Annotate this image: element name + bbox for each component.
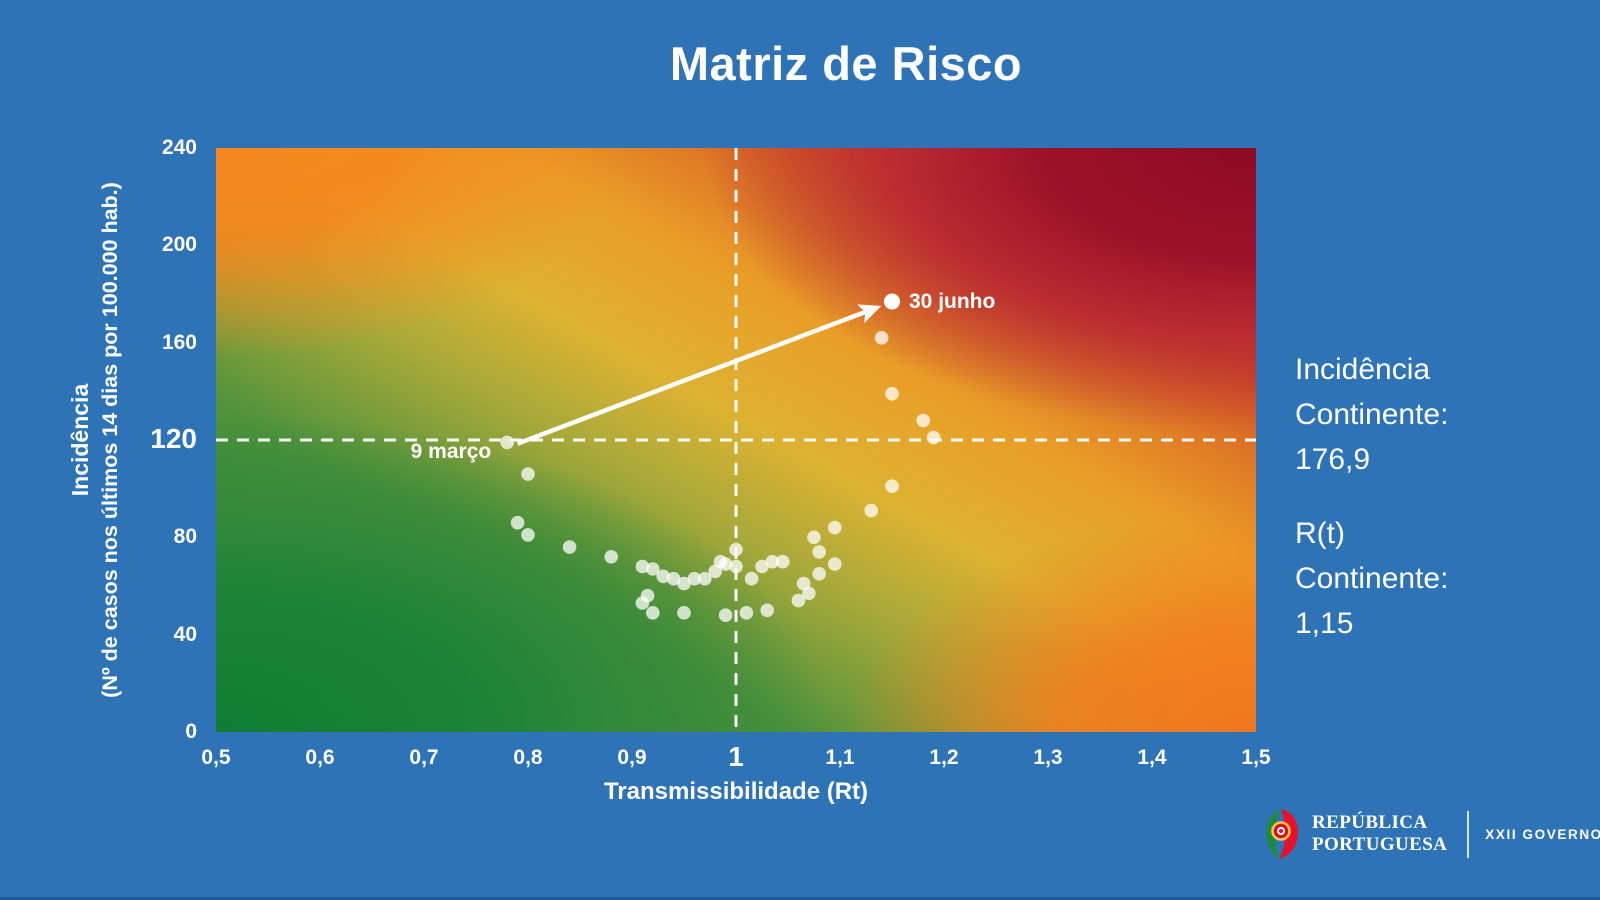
y-tick-label: 0 xyxy=(185,720,197,743)
x-tick-label: 0,6 xyxy=(305,746,335,769)
page-title: Matriz de Risco xyxy=(669,37,1023,90)
footer-divider xyxy=(1467,810,1470,858)
y-tick-label: 120 xyxy=(150,423,197,454)
x-tick-label: 1 xyxy=(728,741,744,772)
y-tick-label: 200 xyxy=(161,233,197,257)
incidence-value: 176,9 xyxy=(1295,443,1371,476)
x-tick-label: 1,1 xyxy=(825,746,855,769)
brand-line1: REPÚBLICA xyxy=(1312,812,1428,833)
x-tick-label: 1,5 xyxy=(1241,746,1271,769)
rt-value: 1,15 xyxy=(1295,607,1354,640)
y-tick-label: 40 xyxy=(173,622,197,646)
brand-text: REPÚBLICA PORTUGUESA xyxy=(1312,812,1447,856)
risk-matrix-plot xyxy=(216,148,1256,732)
rt-region: Continente: xyxy=(1295,562,1449,595)
y-tick-label: 240 xyxy=(161,136,197,159)
side-panel: Incidência Continente: 176,9 R(t) Contin… xyxy=(1295,347,1448,675)
incidence-block: Incidência Continente: 176,9 xyxy=(1295,347,1448,482)
x-tick-label: 0,9 xyxy=(617,746,647,769)
incidence-region: Continente: xyxy=(1295,398,1449,431)
footer-brand: REPÚBLICA PORTUGUESA XXII GOVERNO xyxy=(1264,808,1600,860)
x-tick-label: 0,5 xyxy=(201,746,231,769)
x-tick-label: 1,3 xyxy=(1033,746,1063,769)
rt-block: R(t) Continente: 1,15 xyxy=(1295,511,1448,646)
y-axis-title: Incidência (Nº de casos nos últimos 14 d… xyxy=(65,110,129,770)
government-label: XXII GOVERNO xyxy=(1485,826,1600,842)
y-tick-label: 160 xyxy=(161,330,197,354)
y-axis-title-line1: Incidência xyxy=(67,383,93,497)
rt-label: R(t) xyxy=(1295,517,1345,550)
x-tick-label: 1,4 xyxy=(1137,746,1167,769)
point-annotation: 30 junho xyxy=(909,289,996,313)
x-tick-label: 1,2 xyxy=(929,746,959,769)
incidence-label: Incidência xyxy=(1295,353,1431,386)
x-tick-label: 0,8 xyxy=(513,746,543,769)
republica-portuguesa-flag-icon xyxy=(1266,809,1298,859)
x-tick-label: 0,7 xyxy=(409,746,439,769)
y-tick-label: 80 xyxy=(173,525,197,549)
brand-line2: PORTUGUESA xyxy=(1312,834,1448,855)
y-axis-title-line2: (Nº de casos nos últimos 14 dias por 100… xyxy=(98,182,122,698)
point-annotation: 9 março xyxy=(410,440,492,464)
x-axis-title: Transmissibilidade (Rt) xyxy=(603,778,869,805)
